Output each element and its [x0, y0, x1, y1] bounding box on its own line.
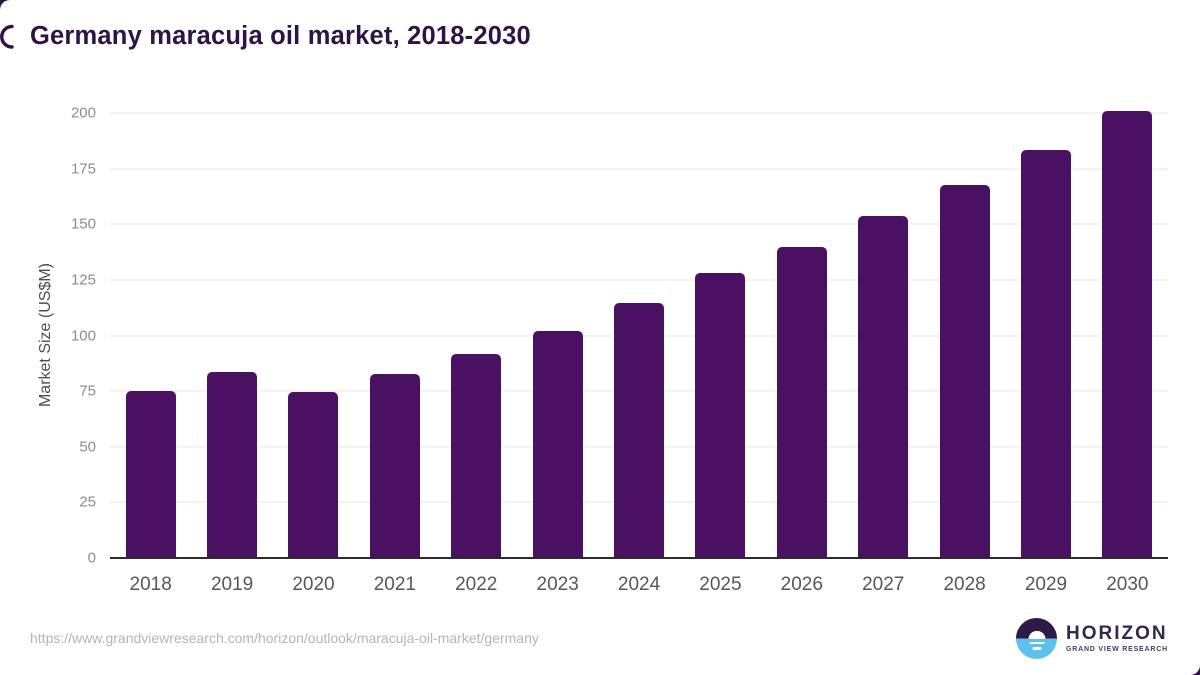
bar-slot [843, 113, 924, 558]
x-tick-label: 2030 [1106, 574, 1149, 595]
logo-sub-brand: GRAND VIEW RESEARCH [1066, 646, 1168, 653]
y-tick-label: 150 [70, 215, 96, 233]
gridline [110, 168, 1168, 170]
y-tick-label: 0 [87, 549, 96, 567]
bar-slot [598, 113, 679, 558]
bar-chart-plot-area: 0 25 50 75 100 125 150 175 200 [71, 106, 1168, 566]
bar-slot [354, 113, 435, 558]
bar-slot [273, 113, 354, 558]
bar-slot [1005, 113, 1086, 558]
horizon-sun-circle-icon [1016, 618, 1057, 659]
bar-2028[interactable] [939, 184, 990, 558]
y-tick-label: 50 [79, 438, 96, 456]
x-tick-label: 2028 [943, 574, 986, 595]
bar-slot [191, 113, 272, 558]
bar-slot [517, 113, 598, 558]
y-tick-label: 25 [79, 493, 96, 511]
bar-2021[interactable] [369, 373, 420, 558]
y-tick-label: 200 [70, 104, 96, 122]
reflection-line-1 [1029, 641, 1044, 645]
bar-2023[interactable] [532, 330, 583, 558]
bar-2024[interactable] [614, 303, 665, 558]
y-tick-labels: 0 25 50 75 100 125 150 175 200 [71, 106, 1168, 566]
bar-2018[interactable] [125, 391, 176, 558]
bar-slot [436, 113, 517, 558]
x-tick-label: 2018 [129, 574, 172, 595]
bars [110, 111, 1168, 558]
bar-2022[interactable] [451, 353, 502, 558]
reflection-line-2 [1032, 647, 1041, 650]
gridline [110, 223, 1168, 225]
sun-dome-shape [1028, 630, 1045, 639]
chart-title: Germany maracuja oil market, 2018-2030 [30, 22, 531, 50]
bar-slot [924, 113, 1005, 558]
bar-slot [110, 113, 191, 558]
source-url: https://www.grandviewresearch.com/horizo… [30, 630, 539, 646]
x-tick-label: 2029 [1024, 574, 1068, 595]
bar-slot [1087, 111, 1168, 558]
bar-2027[interactable] [858, 215, 909, 558]
y-tick-label: 100 [70, 327, 96, 344]
x-tick-label: 2026 [780, 574, 823, 595]
bar-slot [680, 113, 761, 558]
bar-2020[interactable] [288, 391, 339, 558]
bar-slot [761, 113, 842, 558]
bar-2025[interactable] [695, 273, 746, 558]
logo-text: HORIZON GRAND VIEW RESEARCH [1066, 624, 1168, 653]
y-axis-title: Market Size (US$M) [37, 262, 54, 408]
bar-2019[interactable] [207, 372, 258, 558]
x-tick-label: 2022 [455, 574, 498, 595]
bar-2029[interactable] [1020, 149, 1071, 558]
x-tick-label: 2023 [536, 574, 579, 595]
x-tick-label: 2027 [862, 574, 905, 595]
y-tick-label: 125 [70, 271, 96, 289]
bar-2026[interactable] [776, 246, 827, 558]
gridline [110, 112, 1168, 114]
y-tick-label: 175 [70, 160, 96, 178]
x-axis-labels: 2018 2019 2020 2021 2022 2023 2024 2025 2026 2027… [110, 558, 1168, 596]
gridline [110, 279, 1168, 281]
x-axis-line [110, 557, 1168, 559]
x-tick-label: 2024 [617, 574, 661, 595]
horizon-logo[interactable]: HORIZON GRAND VIEW RESEARCH [1016, 618, 1168, 659]
y-tick-label: 75 [79, 382, 96, 400]
corner-artifact-icon [0, 24, 14, 49]
bar-2030[interactable] [1102, 111, 1153, 558]
x-tick-label: 2025 [699, 574, 742, 595]
x-tick-label: 2019 [210, 574, 254, 595]
logo-brand-name: HORIZON [1066, 623, 1168, 644]
x-tick-label: 2021 [373, 574, 416, 595]
x-tick-label: 2020 [292, 574, 335, 595]
